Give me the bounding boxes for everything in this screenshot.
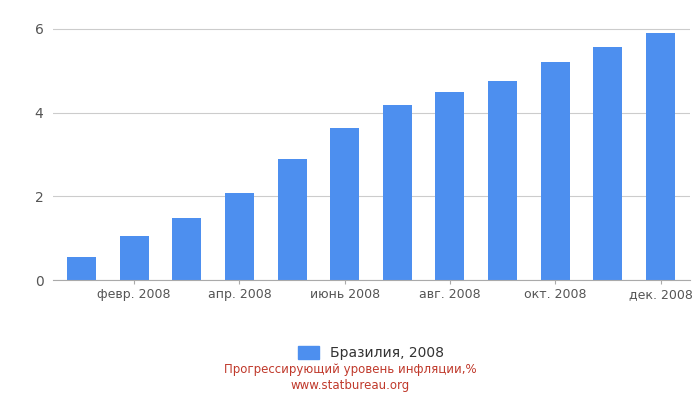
Bar: [67, 257, 96, 280]
Bar: [278, 159, 307, 280]
Bar: [225, 193, 254, 280]
Text: www.statbureau.org: www.statbureau.org: [290, 380, 410, 392]
Bar: [172, 218, 201, 280]
Bar: [646, 33, 675, 280]
Bar: [435, 92, 464, 280]
Bar: [541, 62, 570, 280]
Bar: [330, 128, 359, 280]
Bar: [594, 47, 622, 280]
Legend: Бразилия, 2008: Бразилия, 2008: [293, 340, 449, 366]
Bar: [383, 104, 412, 280]
Bar: [120, 236, 148, 280]
Text: Прогрессирующий уровень инфляции,%: Прогрессирующий уровень инфляции,%: [224, 364, 476, 376]
Bar: [488, 81, 517, 280]
